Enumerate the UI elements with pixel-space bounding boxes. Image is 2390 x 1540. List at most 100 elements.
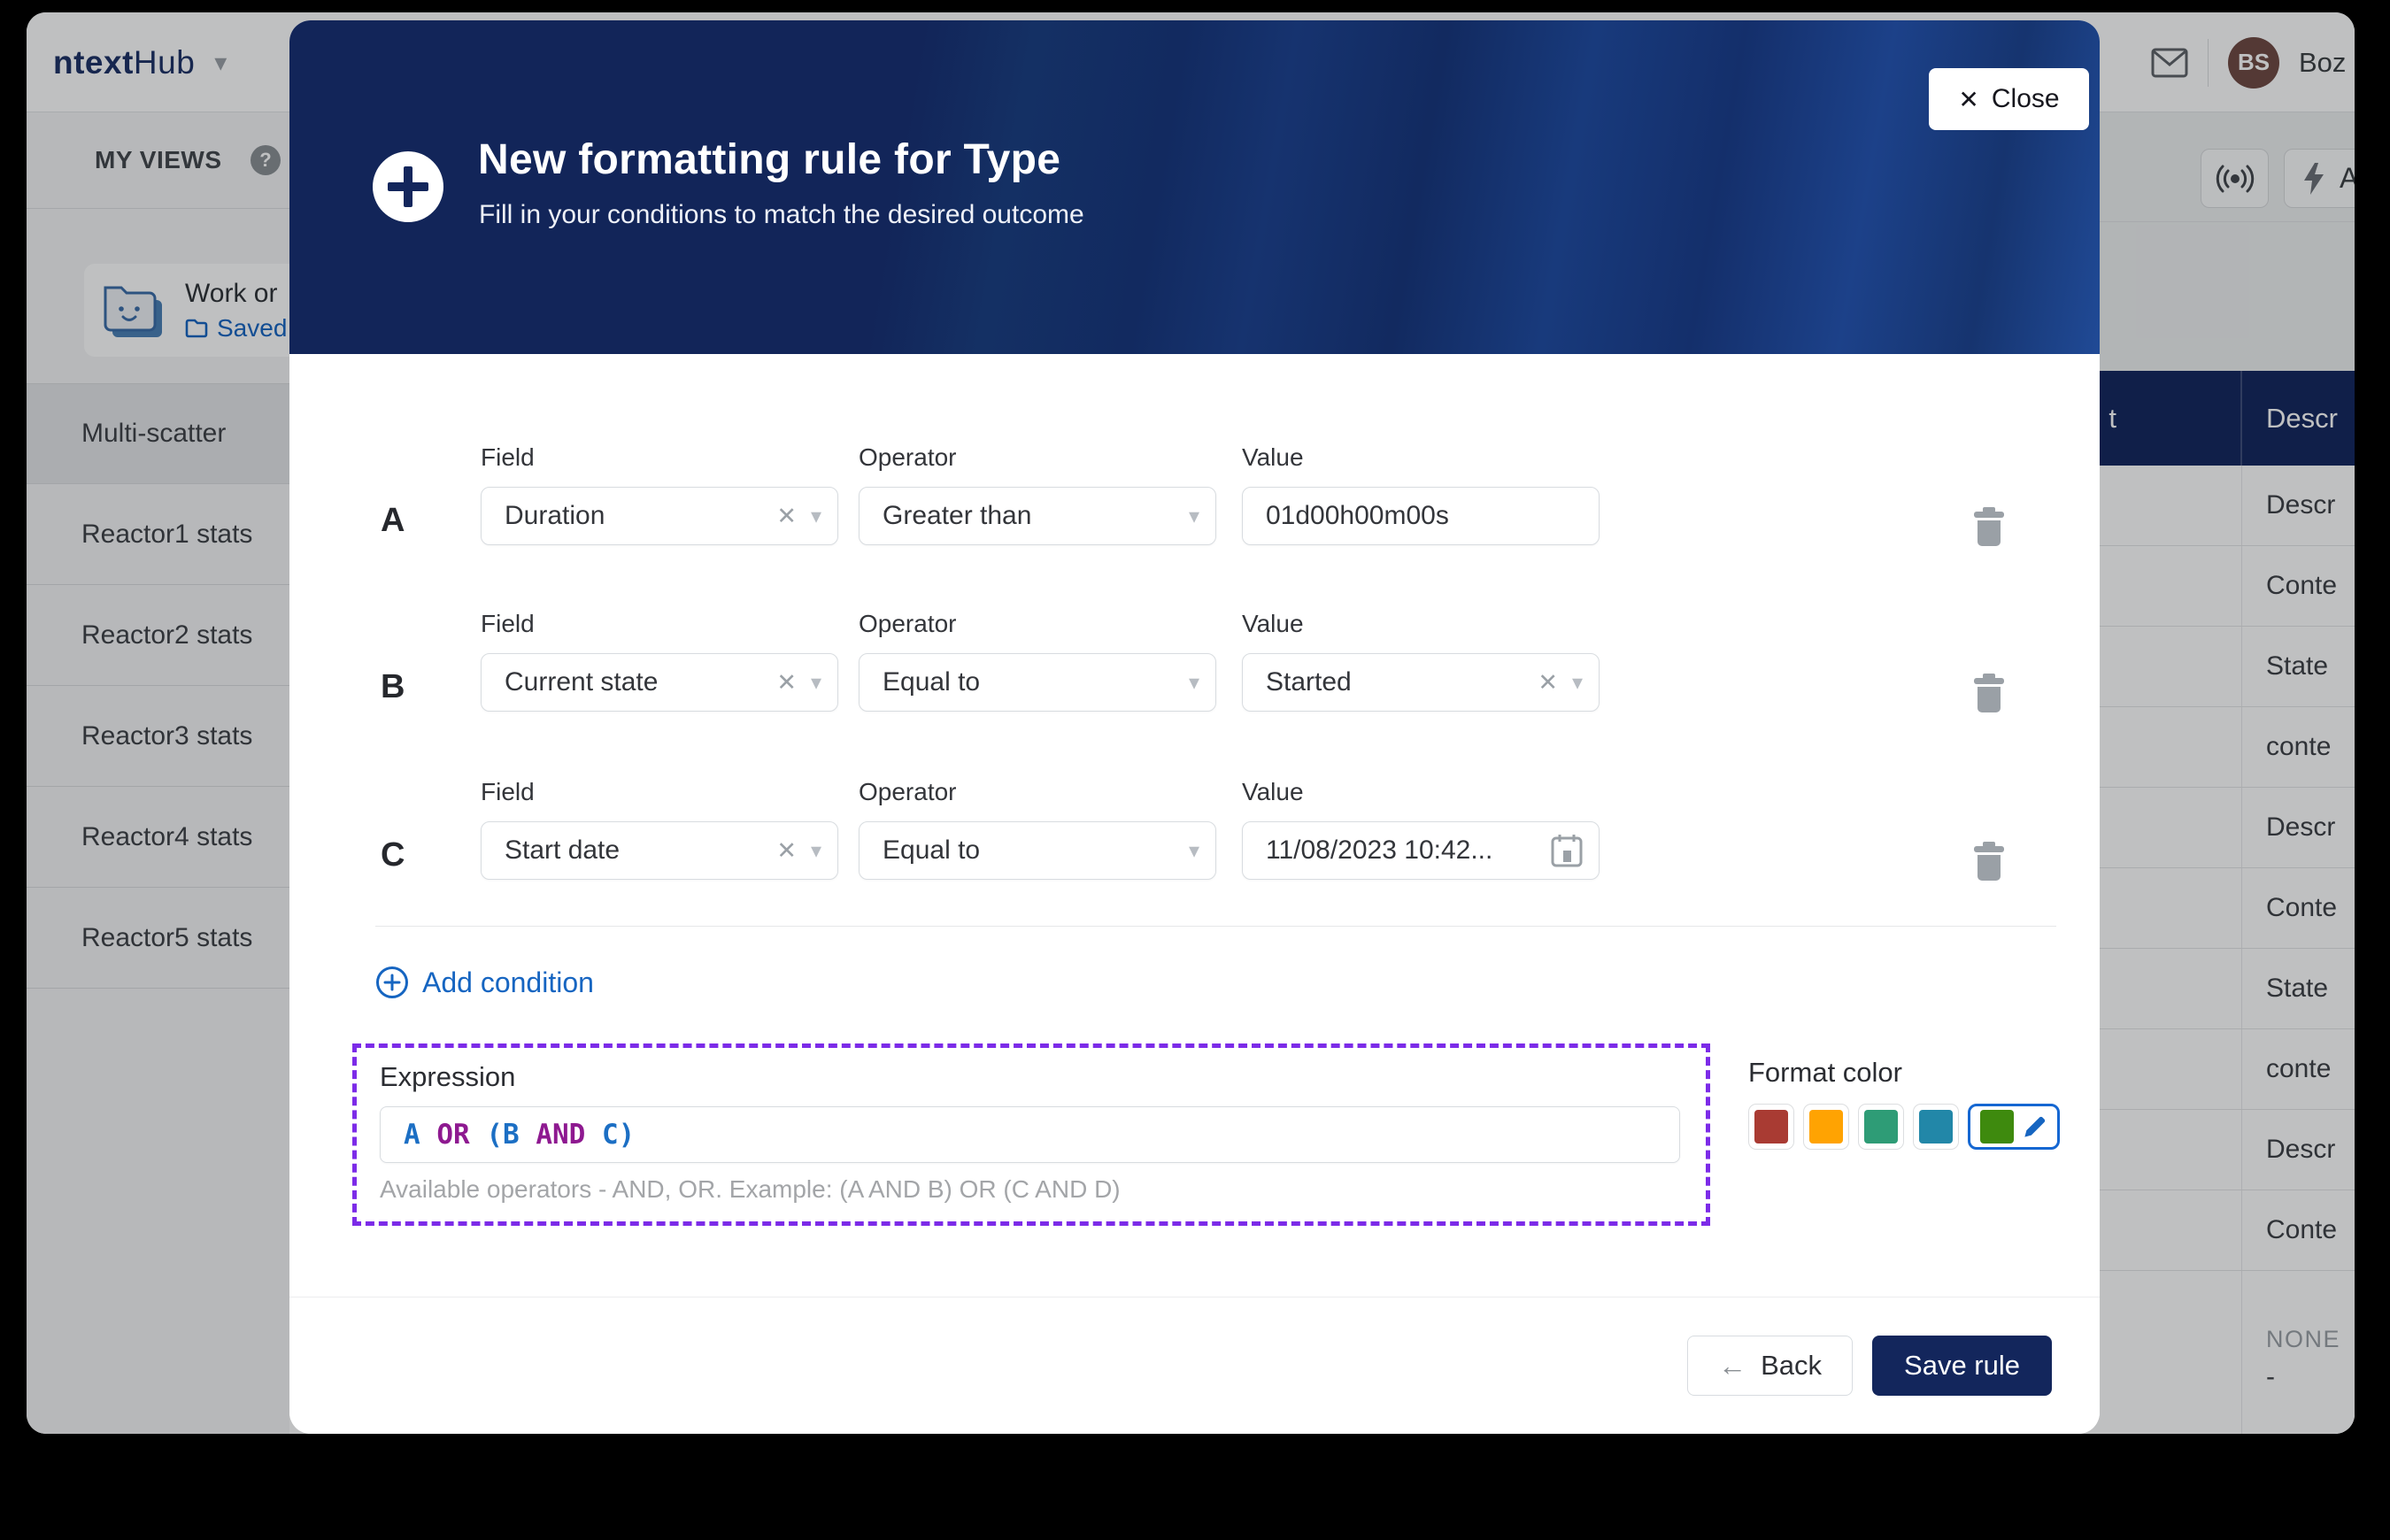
color-swatch-custom-selected[interactable]: [1968, 1104, 2060, 1150]
date-value: 11/08/2023 10:42...: [1266, 835, 1493, 865]
chevron-down-icon[interactable]: ▾: [810, 504, 821, 528]
field-select-value: Current state: [505, 667, 659, 697]
value-column: Value 11/08/2023 10:42...: [1242, 778, 1600, 880]
table-cell: Conte: [2266, 893, 2338, 922]
sidebar-item-reactor1-stats[interactable]: Reactor1 stats: [27, 484, 289, 585]
delete-condition-button[interactable]: [1971, 505, 2010, 548]
clear-icon[interactable]: ✕: [776, 668, 797, 696]
field-column: Field Duration ✕ ▾: [481, 443, 838, 545]
chevron-down-icon[interactable]: ▾: [1571, 670, 1583, 695]
workspace-card-link[interactable]: Saved: [185, 314, 287, 343]
folder-icon: [185, 319, 208, 337]
help-icon[interactable]: ?: [251, 145, 281, 175]
back-button[interactable]: ← Back: [1687, 1336, 1854, 1396]
format-color-swatches: [1748, 1104, 2085, 1150]
add-condition-button[interactable]: Add condition: [375, 966, 594, 999]
save-rule-button[interactable]: Save rule: [1872, 1336, 2052, 1396]
color-swatch-green[interactable]: [1858, 1104, 1904, 1150]
trash-icon: [1974, 507, 2004, 546]
field-column: Field Current state ✕ ▾: [481, 610, 838, 712]
field-label: Field: [481, 778, 535, 805]
chevron-down-icon[interactable]: ▾: [810, 838, 821, 863]
value-select[interactable]: Started ✕ ▾: [1242, 653, 1600, 712]
actions-button[interactable]: Act: [2284, 149, 2355, 208]
value-column: Value: [1242, 443, 1600, 545]
expression-token: ): [618, 1119, 636, 1151]
value-column: Value Started ✕ ▾: [1242, 610, 1600, 712]
date-picker-input[interactable]: 11/08/2023 10:42...: [1242, 821, 1600, 880]
views-list: Multi-scatter Reactor1 stats Reactor2 st…: [27, 383, 289, 989]
lightning-icon: [2304, 162, 2324, 195]
field-select-value: Start date: [505, 835, 621, 865]
delete-condition-button[interactable]: [1971, 840, 2010, 882]
color-swatch-orange[interactable]: [1803, 1104, 1849, 1150]
chevron-down-icon[interactable]: ▾: [810, 670, 821, 695]
operator-column: Operator Equal to ▾: [859, 610, 1216, 712]
field-select-value: Duration: [505, 501, 605, 530]
sidebar-header: MY VIEWS ?: [27, 112, 289, 209]
clear-icon[interactable]: ✕: [776, 836, 797, 864]
close-button[interactable]: ✕ Close: [1929, 68, 2089, 130]
value-label: Value: [1242, 778, 1304, 805]
clear-icon[interactable]: ✕: [776, 502, 797, 529]
table-header-col1: t: [289, 371, 2242, 466]
table-cell: State: [2266, 974, 2329, 1003]
condition-row-b: B Field Current state ✕ ▾ Operator Equal…: [289, 610, 2100, 727]
sidebar-item-multi-scatter[interactable]: Multi-scatter: [27, 383, 289, 484]
expression-token: C: [601, 1119, 619, 1151]
plus-circle-icon: [372, 150, 444, 223]
operator-column: Operator Greater than ▾: [859, 443, 1216, 545]
value-input[interactable]: [1242, 487, 1600, 545]
field-label: Field: [481, 443, 535, 471]
chevron-down-icon[interactable]: ▾: [1188, 838, 1199, 863]
table-cell: Conte: [2266, 571, 2338, 600]
trash-icon: [1974, 842, 2004, 881]
plus-circle-outline-icon: [376, 966, 408, 998]
chevron-down-icon[interactable]: ▾: [1188, 504, 1199, 528]
topbar-right: BS Boz: [2151, 12, 2346, 112]
modal-footer: ← Back Save rule: [289, 1297, 2100, 1434]
close-button-label: Close: [1991, 84, 2060, 113]
sidebar-item-reactor5-stats[interactable]: Reactor5 stats: [27, 888, 289, 989]
table-cell: Descr: [2266, 490, 2336, 520]
sidebar-item-reactor2-stats[interactable]: Reactor2 stats: [27, 585, 289, 686]
formatting-rule-modal: New formatting rule for Type Fill in you…: [289, 20, 2100, 1434]
value-label: Value: [1242, 610, 1304, 637]
sidebar-item-reactor4-stats[interactable]: Reactor4 stats: [27, 787, 289, 888]
field-select[interactable]: Start date ✕ ▾: [481, 821, 838, 880]
app-screen: ntextHub ▾ BS Boz MY VIEWS ?: [27, 12, 2355, 1434]
brand-logo[interactable]: ntextHub ▾: [53, 12, 227, 112]
expression-input[interactable]: A OR ( B AND C ): [380, 1106, 1680, 1163]
workspace-card-title: Work or: [185, 278, 278, 308]
operator-select[interactable]: Equal to ▾: [859, 653, 1216, 712]
sidebar-item-reactor3-stats[interactable]: Reactor3 stats: [27, 686, 289, 787]
color-swatch-red[interactable]: [1748, 1104, 1794, 1150]
expression-helper-text: Available operators - AND, OR. Example: …: [380, 1175, 1121, 1203]
operator-select[interactable]: Equal to ▾: [859, 821, 1216, 880]
clear-icon[interactable]: ✕: [1538, 668, 1558, 696]
chevron-down-icon[interactable]: ▾: [1188, 670, 1199, 695]
broadcast-button[interactable]: [2201, 149, 2269, 208]
workspace-card-texts: Work or Saved: [185, 279, 287, 343]
operator-select-value: Equal to: [883, 835, 981, 865]
condition-letter: B: [381, 668, 405, 705]
workspace-card-link-label: Saved: [217, 313, 288, 342]
brand-chevron-down-icon[interactable]: ▾: [214, 48, 227, 76]
operator-select[interactable]: Greater than ▾: [859, 487, 1216, 545]
expression-token: AND: [536, 1119, 602, 1151]
add-condition-label: Add condition: [422, 966, 594, 998]
color-swatch-teal[interactable]: [1913, 1104, 1959, 1150]
sidebar: MY VIEWS ? Work or Saved: [27, 112, 341, 1434]
sidebar-title: MY VIEWS: [95, 146, 222, 173]
field-select[interactable]: Duration ✕ ▾: [481, 487, 838, 545]
field-select[interactable]: Current state ✕ ▾: [481, 653, 838, 712]
folder-smiley-icon: [98, 281, 167, 341]
mail-icon[interactable]: [2151, 48, 2188, 78]
operator-label: Operator: [859, 778, 957, 805]
table-cell: conte: [2266, 1054, 2332, 1083]
calendar-icon[interactable]: [1551, 834, 1583, 867]
modal-title: New formatting rule for Type: [478, 136, 1061, 183]
delete-condition-button[interactable]: [1971, 672, 2010, 714]
avatar[interactable]: BS: [2228, 36, 2279, 89]
format-color-section: Format color: [1748, 1057, 2085, 1150]
